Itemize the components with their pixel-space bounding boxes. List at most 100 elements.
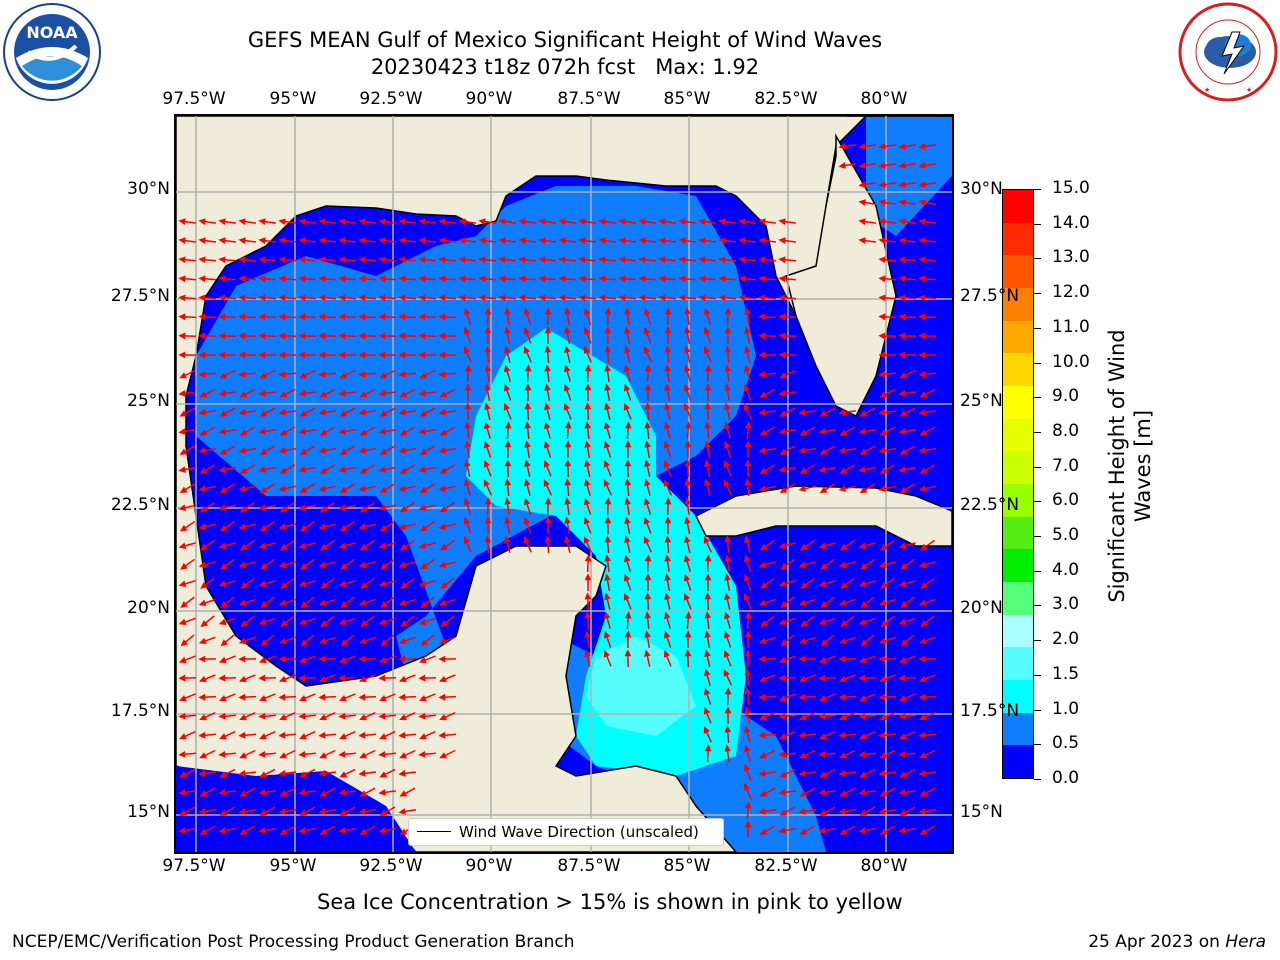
wave-arrow-head [918, 142, 926, 150]
lat-label-left: 17.5°N [110, 701, 170, 721]
wave-arrow-head [379, 695, 387, 702]
wave-arrow-head [180, 639, 189, 647]
wave-arrow-head [918, 256, 926, 264]
wave-arrow-head [780, 600, 788, 608]
wave-arrow-head [778, 256, 786, 264]
colorbar-tick-mark [1034, 466, 1041, 468]
wave-arrow-head [218, 618, 227, 626]
wave-arrow-head [544, 307, 552, 315]
lon-label-top: 80°W [860, 89, 908, 109]
lon-label-bottom: 95°W [269, 856, 317, 876]
wave-arrow-head [718, 218, 726, 226]
colorbar-segment [1003, 385, 1033, 419]
wave-arrow-head [584, 364, 592, 372]
wave-arrow-head [484, 364, 491, 372]
wave-arrow-head [859, 809, 868, 816]
wave-arrow-head [684, 649, 692, 657]
wave-arrow-head [758, 731, 766, 739]
wave-arrow-head [724, 706, 732, 714]
wave-arrow-head [238, 237, 246, 244]
wave-arrow-head [238, 275, 246, 283]
wave-arrow-head [918, 370, 926, 378]
wave-arrow-head [178, 428, 186, 435]
wave-arrow-head [758, 332, 766, 340]
wave-arrow-head [504, 535, 511, 544]
wave-arrow-head [743, 744, 751, 753]
wave-arrow-head [798, 485, 806, 492]
wave-arrow-head [698, 275, 706, 283]
wave-arrow-head [898, 162, 906, 169]
wave-arrow-head [820, 639, 829, 647]
wave-arrow-head [759, 752, 767, 759]
wave-arrow-head [178, 542, 187, 549]
wave-arrow-head [744, 345, 751, 354]
wave-arrow-head [758, 408, 766, 416]
wave-arrow-head [563, 383, 571, 392]
wave-arrow-head [704, 630, 711, 638]
wave-arrow-head [798, 731, 806, 739]
wave-arrow-head [503, 383, 511, 392]
wave-arrow-head [578, 294, 586, 302]
wave-arrow-head [538, 294, 546, 302]
wave-arrow-head [918, 294, 926, 302]
wave-arrow-head [718, 237, 726, 244]
wave-arrow-head [299, 486, 308, 494]
wave-arrow-head [664, 516, 672, 524]
wave-arrow-head [378, 428, 386, 435]
colorbar-segment [1003, 712, 1033, 746]
wave-arrow-head [178, 788, 186, 796]
wave-arrow-head [524, 421, 532, 429]
wave-arrow-head [683, 364, 691, 373]
wave-arrow-head [799, 543, 808, 551]
wave-arrow-head [418, 294, 426, 302]
wave-arrow-head [759, 429, 768, 436]
wave-arrow-head [299, 733, 307, 740]
wave-arrow-head [744, 687, 752, 695]
colorbar-tick-label: 14.0 [1052, 212, 1090, 233]
wave-arrow-head [703, 726, 711, 734]
wave-arrow-head [564, 535, 571, 544]
wave-arrow-head [758, 770, 766, 777]
wave-arrow-head [724, 345, 732, 353]
wave-arrow-head [199, 752, 207, 759]
wave-arrow-head [358, 447, 366, 454]
wave-arrow-head [439, 752, 447, 759]
lon-label-bottom: 90°W [465, 856, 513, 876]
lon-label-bottom: 80°W [860, 856, 908, 876]
wave-arrow-head [900, 562, 908, 570]
wave-arrow-head [198, 808, 206, 815]
wave-arrow-head [378, 218, 386, 226]
wave-arrow-head [378, 674, 386, 682]
wave-arrow-head [339, 733, 347, 740]
wave-arrow-head [278, 294, 286, 302]
wave-arrow-head [498, 237, 506, 244]
wave-arrow-head [358, 655, 366, 663]
wave-arrow-head [419, 486, 428, 494]
wave-arrow-head [218, 750, 226, 758]
colorbar-segment [1003, 320, 1033, 354]
wave-arrow-head [658, 294, 666, 302]
wave-arrow-head [658, 237, 666, 244]
wave-arrow-head [743, 783, 750, 791]
wave-arrow-head [378, 504, 387, 511]
wave-arrow-head [218, 294, 226, 302]
colorbar-tick-label: 9.0 [1052, 386, 1080, 407]
wave-arrow-head [663, 630, 671, 639]
wave-arrow-head [319, 675, 327, 683]
wave-arrow-head [278, 313, 286, 321]
wave-arrow-head [279, 467, 288, 474]
wave-arrow-head [698, 294, 706, 302]
wave-arrow-head [898, 390, 906, 397]
wave-arrow-head [219, 733, 227, 740]
wave-arrow-head [744, 820, 752, 828]
wave-arrow-head [338, 351, 346, 359]
wave-arrow-head [298, 275, 306, 283]
wave-arrow-head [899, 695, 907, 702]
map-frame[interactable]: Wind Wave Direction (unscaled) [174, 114, 954, 854]
wave-arrow-head [378, 351, 386, 359]
wave-arrow-head [683, 573, 691, 582]
wave-arrow-head [399, 828, 408, 835]
wave-arrow-head [419, 372, 427, 379]
wave-arrow-head [684, 516, 691, 524]
wave-arrow-head [238, 523, 247, 530]
